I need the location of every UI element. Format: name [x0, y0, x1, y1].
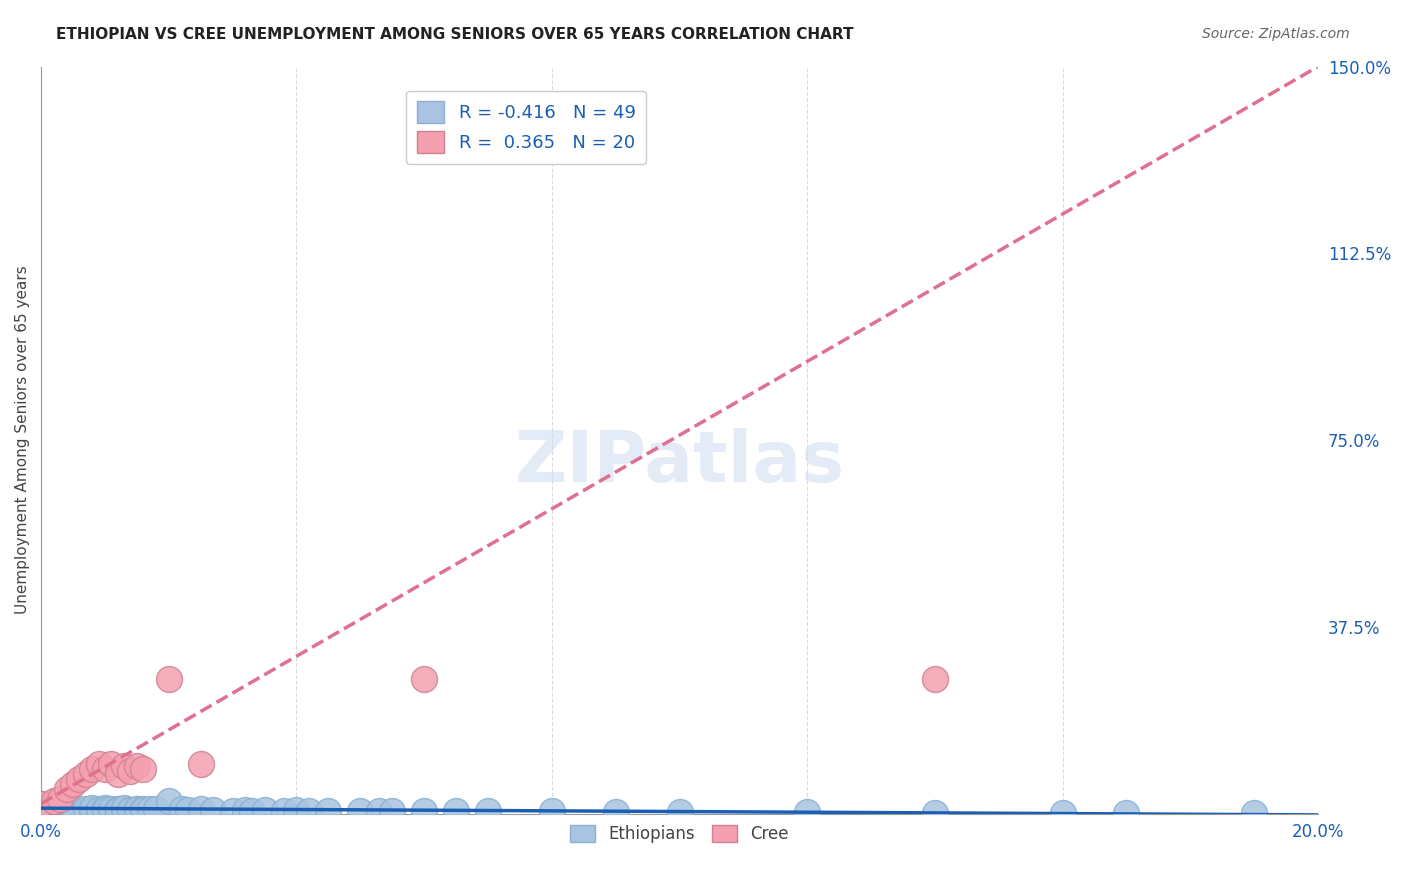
- Point: [132, 802, 155, 816]
- Point: [112, 759, 135, 773]
- Y-axis label: Unemployment Among Seniors over 65 years: Unemployment Among Seniors over 65 years: [15, 266, 30, 615]
- Point: [924, 805, 946, 820]
- Point: [796, 805, 818, 819]
- Point: [381, 804, 404, 818]
- Point: [94, 802, 117, 816]
- Point: [221, 804, 243, 818]
- Point: [1115, 806, 1137, 821]
- Point: [190, 756, 212, 771]
- Point: [177, 803, 200, 817]
- Point: [240, 804, 263, 818]
- Legend: R = -0.416   N = 49, R =  0.365   N = 20: R = -0.416 N = 49, R = 0.365 N = 20: [406, 91, 647, 163]
- Text: ZIPatlas: ZIPatlas: [515, 428, 845, 497]
- Point: [87, 802, 110, 816]
- Point: [67, 772, 90, 786]
- Point: [285, 803, 308, 817]
- Point: [125, 759, 148, 773]
- Point: [298, 804, 321, 818]
- Point: [605, 805, 627, 819]
- Point: [349, 804, 371, 818]
- Point: [107, 802, 129, 816]
- Point: [668, 805, 690, 819]
- Point: [107, 803, 129, 817]
- Point: [120, 803, 142, 817]
- Point: [132, 762, 155, 776]
- Text: Source: ZipAtlas.com: Source: ZipAtlas.com: [1202, 27, 1350, 41]
- Point: [100, 802, 122, 816]
- Point: [30, 797, 52, 811]
- Point: [62, 799, 84, 814]
- Point: [94, 800, 117, 814]
- Point: [235, 803, 257, 817]
- Point: [138, 802, 160, 816]
- Point: [273, 804, 295, 818]
- Text: ETHIOPIAN VS CREE UNEMPLOYMENT AMONG SENIORS OVER 65 YEARS CORRELATION CHART: ETHIOPIAN VS CREE UNEMPLOYMENT AMONG SEN…: [56, 27, 853, 42]
- Point: [413, 804, 436, 818]
- Point: [125, 802, 148, 816]
- Point: [82, 803, 104, 817]
- Point: [924, 672, 946, 686]
- Point: [75, 766, 97, 780]
- Point: [42, 794, 65, 808]
- Point: [62, 802, 84, 816]
- Point: [107, 766, 129, 780]
- Point: [87, 756, 110, 771]
- Point: [444, 804, 467, 818]
- Point: [170, 802, 193, 816]
- Point: [368, 804, 391, 818]
- Point: [1052, 806, 1074, 821]
- Point: [202, 803, 225, 817]
- Point: [253, 803, 276, 817]
- Point: [82, 762, 104, 776]
- Point: [132, 803, 155, 817]
- Point: [94, 803, 117, 817]
- Point: [413, 672, 436, 686]
- Point: [125, 802, 148, 816]
- Point: [112, 802, 135, 816]
- Point: [1243, 806, 1265, 821]
- Point: [120, 764, 142, 779]
- Point: [157, 794, 180, 808]
- Point: [100, 756, 122, 771]
- Point: [82, 800, 104, 814]
- Point: [75, 802, 97, 816]
- Point: [62, 777, 84, 791]
- Point: [477, 804, 499, 818]
- Point: [157, 672, 180, 686]
- Point: [318, 804, 340, 818]
- Point: [145, 802, 167, 816]
- Point: [94, 762, 117, 776]
- Point: [30, 797, 52, 811]
- Point: [541, 804, 564, 818]
- Point: [112, 800, 135, 814]
- Point: [55, 781, 77, 796]
- Point: [190, 802, 212, 816]
- Point: [49, 791, 72, 805]
